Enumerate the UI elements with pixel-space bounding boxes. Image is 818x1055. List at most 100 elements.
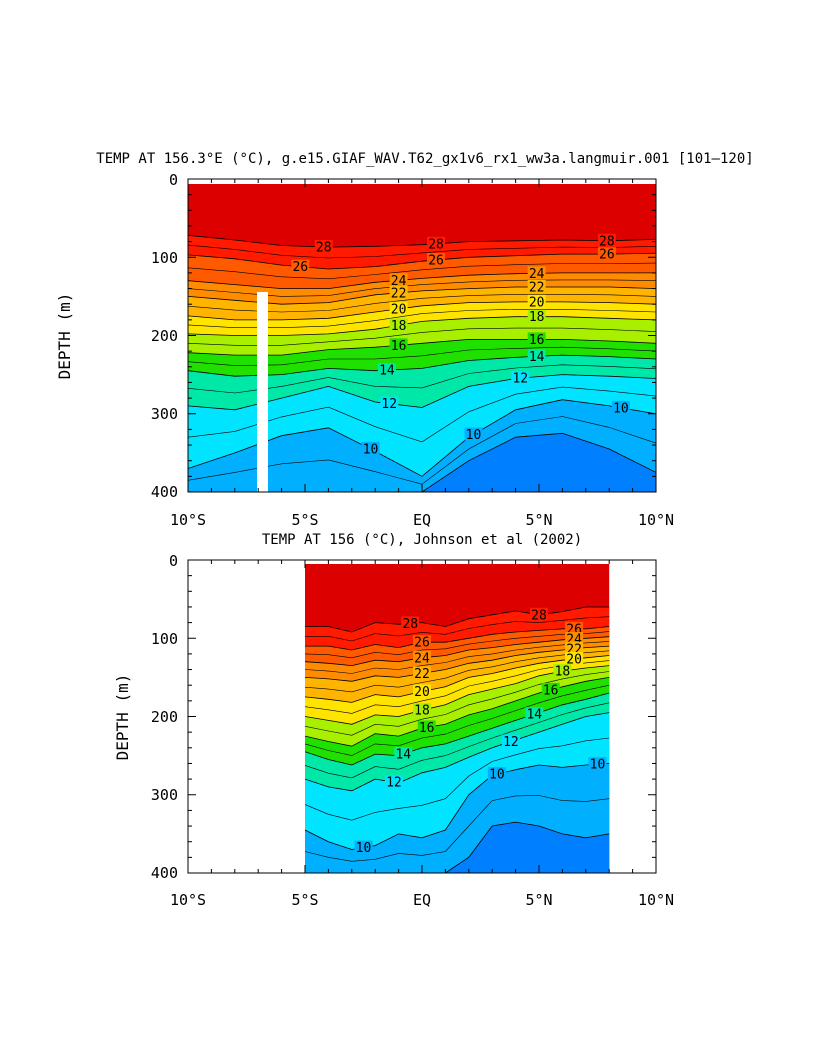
isotherm-line	[305, 692, 610, 766]
contour-label: 14	[529, 350, 545, 365]
contour-label-bg	[361, 441, 380, 455]
contour-label-bg	[527, 332, 546, 346]
top-y-tick-label: 100	[151, 249, 178, 267]
contour-label: 28	[402, 617, 418, 632]
isotherm-line	[188, 252, 656, 270]
contour-label-bg	[413, 684, 431, 698]
isotherm-line	[305, 641, 610, 674]
top-y-tick-label: 200	[151, 327, 178, 345]
contour-label-bg	[464, 427, 483, 441]
contour-label: 22	[529, 280, 545, 295]
contour-label-bg	[427, 252, 446, 266]
top-x-tick-labels: 10°S 5°S EQ 5°N 10°N	[170, 511, 674, 529]
bottom-x-tick-labels: 10°S 5°S EQ 5°N 10°N	[170, 891, 674, 909]
isotherm-line	[188, 272, 656, 289]
contour-label: 10	[590, 758, 606, 773]
contour-label-bg	[314, 239, 333, 253]
isotherm-line	[305, 631, 610, 659]
isotherm-line	[305, 636, 610, 667]
contour-label: 16	[543, 683, 559, 698]
contour-label-bg	[527, 266, 546, 280]
top-y-tick-label: 400	[151, 483, 178, 501]
contour-label-bg	[389, 318, 408, 332]
contour-label-bg	[389, 338, 408, 352]
bottom-x-tick-label: EQ	[413, 891, 431, 909]
top-y-axis-label: DEPTH (m)	[55, 293, 74, 380]
contour-label: 24	[529, 267, 545, 282]
contour-label: 10	[613, 401, 629, 416]
contour-label-bg	[487, 767, 506, 781]
top-x-tick-label: 5°S	[291, 511, 318, 529]
contour-label-bg	[377, 363, 396, 377]
contour-label-bg	[413, 666, 431, 680]
contour-label: 28	[599, 234, 615, 249]
isotherm-line	[305, 655, 610, 703]
contour-label: 28	[531, 608, 547, 623]
contour-label: 10	[489, 768, 505, 783]
contour-label: 28	[316, 240, 332, 255]
contour-label-bg	[597, 247, 616, 261]
bottom-y-tick-label: 300	[151, 786, 178, 804]
isotherm-line	[305, 645, 610, 682]
top-x-tick-label: 10°S	[170, 511, 206, 529]
contour-label-bg	[530, 607, 548, 621]
isotherm-line	[305, 626, 610, 651]
isotherm-line	[305, 795, 610, 862]
contour-label: 22	[414, 667, 430, 682]
bottom-y-tick-label: 100	[151, 630, 178, 648]
contour-label-bg	[611, 400, 630, 414]
contour-label-bg	[427, 236, 446, 250]
isotherm-line	[188, 234, 656, 248]
contour-label: 26	[428, 253, 444, 268]
bottom-title: TEMP AT 156 (°C), Johnson et al (2002)	[262, 532, 582, 548]
bottom-panel: TEMP AT 156 (°C), Johnson et al (2002) 2…	[113, 532, 674, 909]
contour-label: 10	[356, 841, 372, 856]
top-y-tick-labels: 0 100 200 300 400	[151, 171, 178, 501]
contour-label: 20	[529, 295, 545, 310]
isotherm-line	[305, 616, 610, 642]
contour-label: 16	[419, 721, 435, 736]
isotherm-line	[305, 702, 610, 779]
bottom-y-tick-label: 0	[169, 552, 178, 570]
contour-label: 24	[414, 651, 430, 666]
contour-label: 22	[391, 286, 407, 301]
contour-band	[305, 822, 610, 873]
isotherm-line	[188, 432, 656, 492]
contour-label-bg	[291, 259, 310, 273]
isotherm-line	[188, 244, 656, 259]
bottom-x-tick-label: 5°S	[291, 891, 318, 909]
contour-label-bg	[413, 635, 431, 649]
contour-label-bg	[565, 632, 584, 646]
contour-label-bg	[511, 371, 530, 385]
top-masked-column	[257, 292, 268, 492]
contour-label-bg	[525, 707, 544, 721]
contour-label: 28	[428, 237, 444, 252]
contour-label-bg	[527, 309, 546, 323]
contour-label: 10	[466, 428, 482, 443]
contour-label: 18	[529, 310, 545, 325]
contour-label: 18	[391, 319, 407, 334]
contour-label-bg	[553, 664, 572, 678]
contour-label-bg	[541, 682, 560, 696]
contour-label: 18	[414, 704, 430, 719]
contour-label-bg	[597, 233, 616, 247]
contour-label-bg	[501, 734, 520, 748]
contour-label-bg	[401, 616, 420, 630]
contour-label-bg	[389, 285, 408, 299]
isotherm-line	[305, 684, 610, 756]
contour-label: 14	[526, 708, 542, 723]
bottom-y-tick-label: 400	[151, 864, 178, 882]
contour-label: 12	[503, 735, 519, 750]
top-title: TEMP AT 156.3°E (°C), g.e15.GIAF_WAV.T62…	[96, 151, 753, 167]
contour-label: 16	[529, 333, 545, 348]
isotherm-line	[188, 262, 656, 280]
contour-label-bg	[380, 396, 399, 410]
contour-band	[188, 433, 656, 492]
contour-label: 12	[512, 372, 528, 387]
contour-label: 24	[391, 274, 407, 289]
contour-label-bg	[417, 720, 436, 734]
contour-label: 14	[395, 748, 411, 763]
top-y-tick-label: 300	[151, 405, 178, 423]
